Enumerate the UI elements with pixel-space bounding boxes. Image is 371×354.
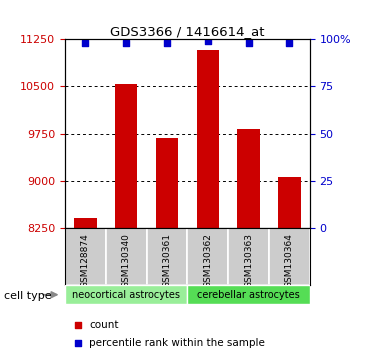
Text: GSM130363: GSM130363 — [244, 233, 253, 288]
Text: GSM130364: GSM130364 — [285, 233, 294, 288]
Bar — [147, 228, 187, 285]
Text: GSM130340: GSM130340 — [122, 233, 131, 288]
Bar — [115, 84, 137, 228]
Bar — [237, 129, 260, 228]
Bar — [228, 228, 269, 285]
Bar — [74, 218, 96, 228]
Point — [286, 40, 292, 46]
Bar — [65, 285, 187, 304]
Text: count: count — [89, 320, 119, 330]
Text: GSM130361: GSM130361 — [162, 233, 171, 288]
Point — [205, 38, 211, 44]
Bar — [278, 177, 301, 228]
Title: GDS3366 / 1416614_at: GDS3366 / 1416614_at — [110, 25, 265, 38]
Point — [164, 40, 170, 46]
Text: GSM128874: GSM128874 — [81, 233, 90, 287]
Text: cerebellar astrocytes: cerebellar astrocytes — [197, 290, 300, 300]
Bar — [187, 285, 310, 304]
Point — [123, 40, 129, 46]
Bar — [197, 50, 219, 228]
Point — [304, 259, 310, 265]
Bar — [269, 228, 310, 285]
Bar — [65, 228, 106, 285]
Bar — [106, 228, 147, 285]
Point — [304, 98, 310, 104]
Text: cell type: cell type — [4, 291, 51, 301]
Text: percentile rank within the sample: percentile rank within the sample — [89, 338, 265, 348]
Bar — [187, 228, 228, 285]
Bar — [156, 138, 178, 228]
Point — [246, 40, 252, 46]
Point — [82, 40, 88, 46]
Text: neocortical astrocytes: neocortical astrocytes — [72, 290, 180, 300]
Text: GSM130362: GSM130362 — [203, 233, 212, 288]
